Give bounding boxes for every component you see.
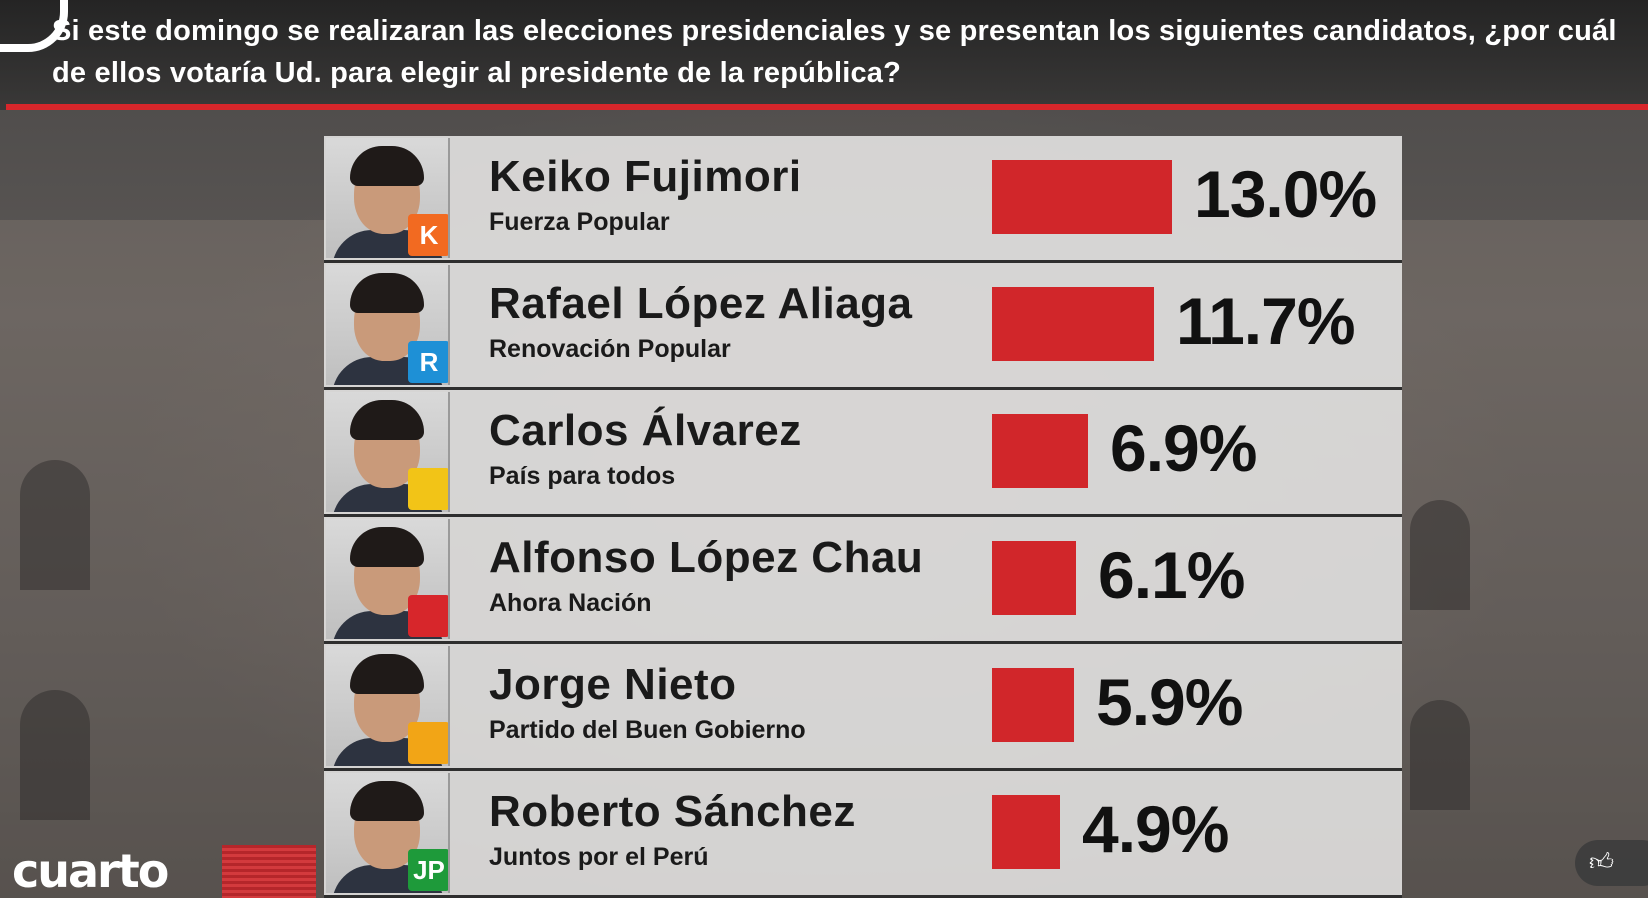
party-logo-icon: R — [408, 341, 448, 383]
thumbs-up-icon[interactable]: 👍︎ — [1589, 849, 1615, 876]
vote-bar — [992, 541, 1076, 615]
brand-stripes — [222, 845, 316, 898]
vote-bar — [992, 668, 1074, 742]
party-logo-icon — [408, 722, 448, 764]
candidate-row: Jorge Nieto Partido del Buen Gobierno 5.9% — [324, 644, 1402, 771]
channel-logo-icon — [0, 0, 68, 52]
candidate-row: R Rafael López Aliaga Renovación Popular 11… — [324, 263, 1402, 390]
candidate-photo: K — [326, 138, 450, 258]
candidate-row: JP Roberto Sánchez Juntos por el Perú 4.9% — [324, 771, 1402, 898]
candidate-photo-hair — [350, 273, 424, 313]
candidate-name: Roberto Sánchez — [489, 787, 856, 836]
candidate-photo-hair — [350, 781, 424, 821]
vote-percentage: 13.0% — [1194, 157, 1377, 231]
party-name: Juntos por el Perú — [489, 843, 709, 871]
vote-bar — [992, 795, 1060, 869]
party-logo-icon — [408, 468, 448, 510]
candidate-row: Alfonso López Chau Ahora Nación 6.1% — [324, 517, 1402, 644]
party-name: Partido del Buen Gobierno — [489, 716, 806, 744]
background-window — [1410, 700, 1470, 810]
survey-question: Si este domingo se realizaran las elecci… — [52, 15, 1617, 89]
candidate-name: Carlos Álvarez — [489, 406, 802, 455]
vote-bar — [992, 160, 1172, 234]
candidate-photo: JP — [326, 773, 450, 893]
party-logo-icon: K — [408, 214, 448, 256]
candidate-photo: R — [326, 265, 450, 385]
candidate-photo-hair — [350, 654, 424, 694]
candidate-row: Carlos Álvarez País para todos 6.9% — [324, 390, 1402, 517]
party-name: Renovación Popular — [489, 335, 731, 363]
vote-bar — [992, 414, 1088, 488]
candidate-row: K Keiko Fujimori Fuerza Popular 13.0% — [324, 136, 1402, 263]
candidate-photo-hair — [350, 146, 424, 186]
candidate-photo — [326, 646, 450, 766]
vote-percentage: 6.1% — [1098, 538, 1245, 612]
party-name: País para todos — [489, 462, 676, 490]
header-divider — [6, 104, 1648, 110]
vote-percentage: 5.9% — [1096, 665, 1243, 739]
background-window — [20, 690, 90, 820]
candidate-photo-hair — [350, 400, 424, 440]
candidate-name: Jorge Nieto — [489, 660, 737, 709]
party-name: Fuerza Popular — [489, 208, 670, 236]
candidate-photo — [326, 519, 450, 639]
background-window — [1410, 500, 1470, 610]
party-logo-icon: JP — [408, 849, 448, 891]
candidate-name: Rafael López Aliaga — [489, 279, 913, 328]
background-building-right — [1400, 220, 1648, 898]
background-window — [20, 460, 90, 590]
question-header — [0, 0, 1648, 110]
candidate-photo-hair — [350, 527, 424, 567]
channel-brand: cuarto — [12, 844, 169, 898]
like-dislike-pill[interactable]: 👍︎ — [1575, 840, 1648, 886]
party-logo-icon — [408, 595, 448, 637]
background-building-left — [0, 220, 330, 898]
vote-percentage: 6.9% — [1110, 411, 1257, 485]
party-name: Ahora Nación — [489, 589, 652, 617]
vote-bar — [992, 287, 1154, 361]
vote-percentage: 4.9% — [1082, 792, 1229, 866]
candidate-name: Keiko Fujimori — [489, 152, 802, 201]
candidate-photo — [326, 392, 450, 512]
vote-percentage: 11.7% — [1176, 284, 1355, 358]
candidate-name: Alfonso López Chau — [489, 533, 924, 582]
